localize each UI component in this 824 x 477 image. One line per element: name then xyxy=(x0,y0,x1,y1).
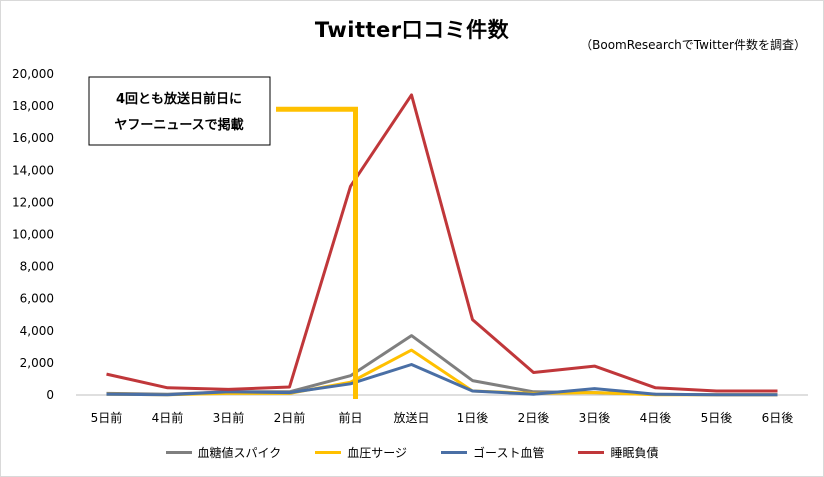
annotation-line-2: ヤフーニュースで掲載 xyxy=(114,117,243,133)
x-tick-label: 3日前 xyxy=(213,410,245,425)
y-tick-label: 16,000 xyxy=(12,131,54,145)
y-tick-label: 12,000 xyxy=(12,195,54,209)
series-lines xyxy=(106,93,778,399)
x-tick-label: 1日後 xyxy=(457,411,489,425)
y-axis: 0 2,000 4,000 6,000 8,000 10,000 12,000 14,000 1… xyxy=(12,67,54,402)
legend-swatch-1 xyxy=(165,451,192,454)
annotation: 4回とも放送日前日に ヤフーニュースで掲載 xyxy=(88,76,271,146)
x-tick-label: 5日後 xyxy=(701,411,733,425)
annotation-line-1: 4回とも放送日前日に xyxy=(116,91,242,107)
x-tick-label: 4日前 xyxy=(152,410,184,425)
legend-label-3: ゴースト血管 xyxy=(473,446,545,460)
x-tick-label: 5日前 xyxy=(91,410,123,425)
legend-label-1: 血糖値スパイク xyxy=(197,446,282,460)
legend-swatch-2 xyxy=(315,451,342,454)
y-tick-label: 20,000 xyxy=(12,67,54,81)
legend-label-4: 睡眠負債 xyxy=(610,446,659,460)
y-tick-label: 0 xyxy=(46,388,54,402)
y-tick-label: 14,000 xyxy=(12,163,54,177)
y-tick-label: 2,000 xyxy=(20,356,54,370)
chart-subtitle: （BoomResearchでTwitter件数を調査） xyxy=(580,38,806,52)
x-tick-label: 放送日 xyxy=(393,410,429,425)
legend-label-2: 血圧サージ xyxy=(347,446,408,460)
annotation-marker xyxy=(276,106,358,399)
x-tick-label: 2日後 xyxy=(518,411,550,425)
x-tick-label: 4日後 xyxy=(640,411,672,425)
legend-item: 睡眠負債 xyxy=(578,444,658,461)
chart-title: Twitter口コミ件数 xyxy=(314,18,510,42)
x-tick-label: 2日前 xyxy=(274,410,306,425)
y-tick-label: 18,000 xyxy=(12,99,54,113)
legend-item: ゴースト血管 xyxy=(441,444,544,461)
series-line-1 xyxy=(106,334,778,397)
y-tick-label: 8,000 xyxy=(20,260,54,274)
legend-item: 血糖値スパイク xyxy=(165,444,282,461)
x-tick-label: 6日後 xyxy=(762,411,794,425)
x-tick-label: 前日 xyxy=(338,410,362,425)
legend-item: 血圧サージ xyxy=(315,444,407,461)
legend: 血糖値スパイク 血圧サージ ゴースト血管 睡眠負債 xyxy=(0,444,824,461)
series-line-3 xyxy=(106,363,778,397)
y-tick-label: 10,000 xyxy=(12,228,54,242)
x-tick-label: 3日後 xyxy=(579,411,611,425)
y-tick-label: 6,000 xyxy=(20,292,54,306)
y-tick-label: 4,000 xyxy=(20,324,54,338)
legend-swatch-4 xyxy=(578,451,605,454)
series-line-4 xyxy=(106,93,778,393)
annotation-box xyxy=(88,76,271,146)
legend-swatch-3 xyxy=(441,451,468,454)
x-axis: 5日前 4日前 3日前 2日前 前日 放送日 1日後 2日後 3日後 4日後 5日後 6日後 xyxy=(91,410,794,425)
